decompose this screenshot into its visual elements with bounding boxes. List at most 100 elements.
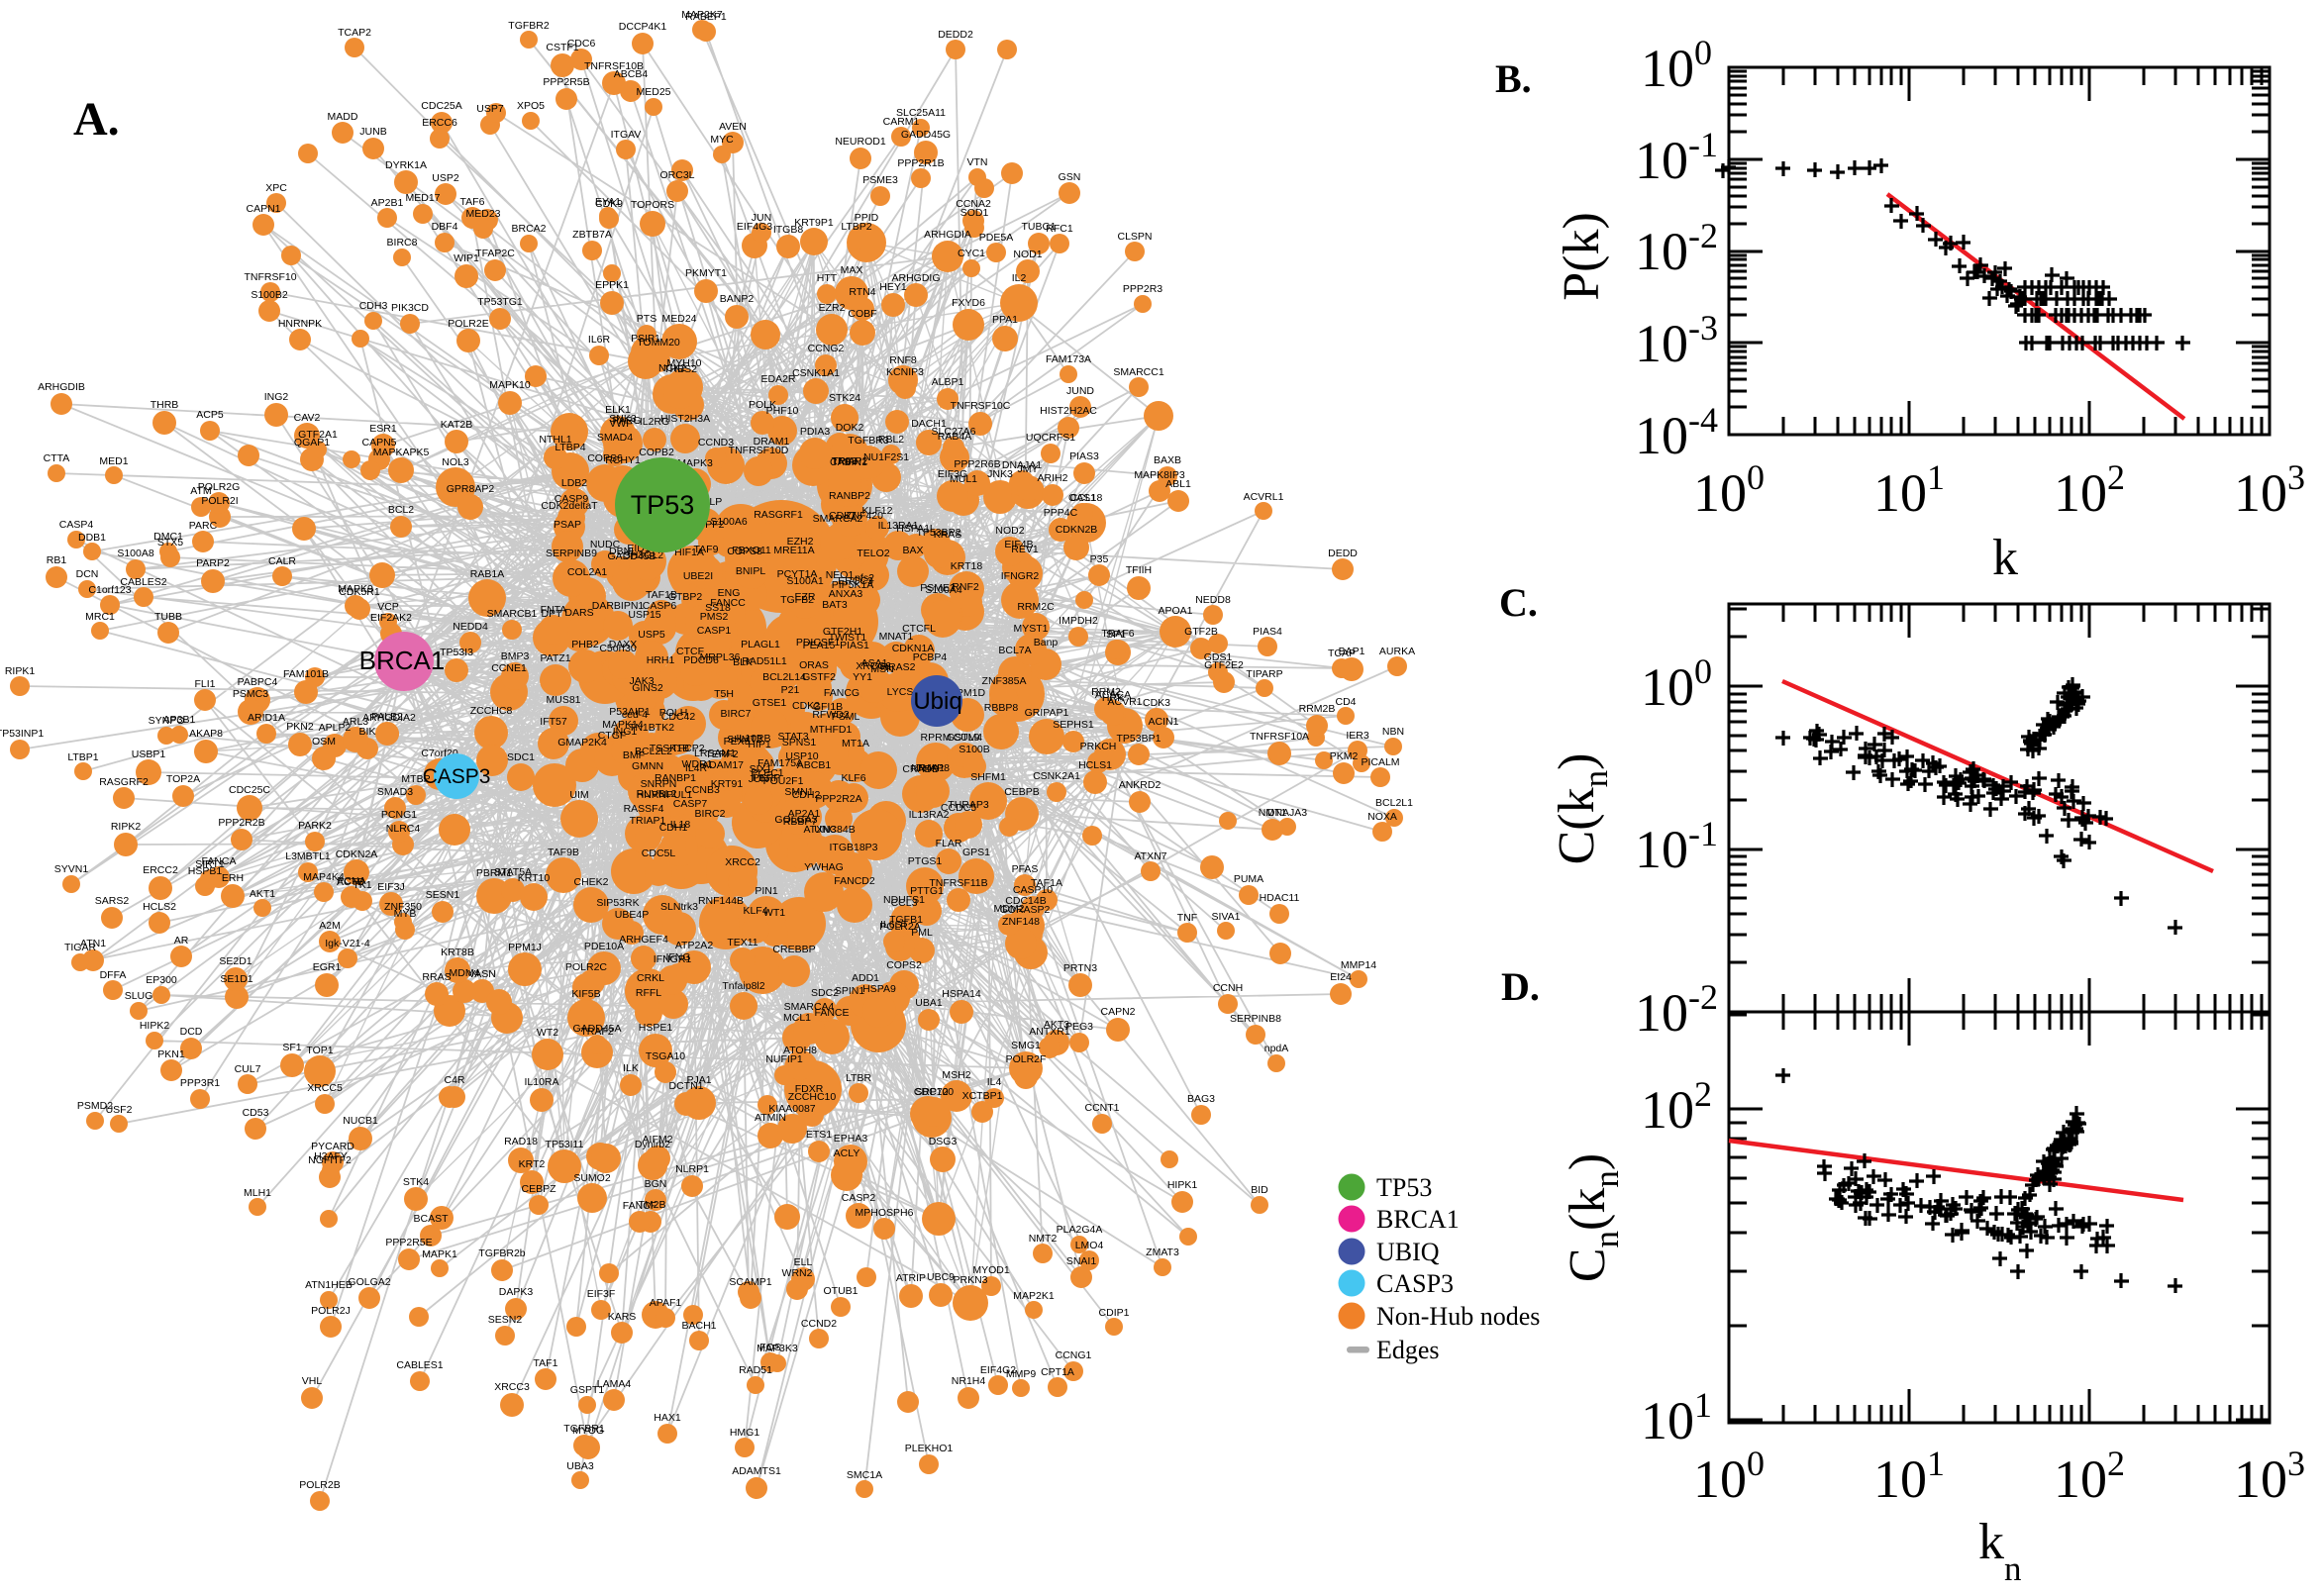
svg-text:KRT10: KRT10 (518, 872, 551, 884)
svg-text:FANCC: FANCC (710, 597, 746, 609)
svg-text:POLR2I: POLR2I (201, 495, 238, 507)
svg-text:PDCD6: PDCD6 (683, 654, 719, 666)
svg-text:XRCC2: XRCC2 (725, 856, 760, 868)
svg-text:PEG3: PEG3 (1065, 1021, 1093, 1033)
svg-text:USP2: USP2 (432, 172, 459, 184)
svg-text:SLC27A6: SLC27A6 (932, 426, 976, 438)
svg-text:SOD1: SOD1 (960, 207, 989, 219)
svg-text:SYVN1: SYVN1 (54, 863, 89, 875)
svg-text:IFNGR2: IFNGR2 (1001, 570, 1040, 582)
svg-text:CUL7: CUL7 (235, 1063, 261, 1075)
svg-text:D.: D. (1501, 964, 1540, 1009)
svg-text:HNRNPK: HNRNPK (278, 318, 322, 330)
svg-text:PBRM1: PBRM1 (476, 867, 512, 879)
svg-text:KRT2: KRT2 (519, 1158, 546, 1170)
svg-text:PSMC3: PSMC3 (233, 688, 268, 700)
svg-text:FLI1: FLI1 (194, 678, 215, 690)
svg-text:RBL2: RBL2 (878, 434, 904, 446)
svg-text:DNAJA3: DNAJA3 (1267, 807, 1307, 819)
svg-text:MSN: MSN (870, 663, 893, 675)
svg-text:TGFBR1: TGFBR1 (563, 1423, 605, 1435)
svg-text:TP63: TP63 (832, 455, 857, 467)
svg-text:PPID: PPID (855, 212, 879, 224)
svg-text:OAS1: OAS1 (1068, 492, 1096, 504)
svg-text:Ubiq: Ubiq (913, 688, 961, 715)
svg-text:RRM2B: RRM2B (1299, 703, 1336, 715)
svg-text:TP53TG1: TP53TG1 (477, 296, 523, 308)
svg-text:CASP6: CASP6 (643, 600, 677, 612)
svg-text:PERP: PERP (753, 772, 781, 784)
svg-text:XCTBP1: XCTBP1 (962, 1090, 1003, 1102)
svg-text:NEUROD1: NEUROD1 (835, 136, 886, 148)
svg-text:A2M: A2M (319, 920, 341, 932)
svg-text:BIRC2: BIRC2 (695, 808, 726, 820)
svg-text:COL2A1: COL2A1 (567, 566, 607, 578)
svg-text:COPB2: COPB2 (639, 447, 674, 458)
svg-text:TELO2: TELO2 (857, 548, 889, 559)
svg-text:Edges: Edges (1376, 1336, 1440, 1364)
svg-text:TRAF6: TRAF6 (1101, 628, 1134, 640)
svg-text:TAF1: TAF1 (534, 1357, 558, 1369)
svg-text:AIFM2: AIFM2 (643, 1134, 673, 1146)
svg-text:ARHGDIG: ARHGDIG (891, 272, 940, 284)
svg-text:UIM: UIM (569, 789, 588, 801)
svg-text:PARK2: PARK2 (298, 820, 332, 832)
svg-text:CTTA: CTTA (44, 452, 70, 464)
svg-text:ZCCHC8: ZCCHC8 (470, 705, 513, 717)
svg-text:DYRK1A: DYRK1A (385, 159, 427, 171)
svg-text:GADD45A: GADD45A (572, 1023, 621, 1035)
svg-text:NUCB1: NUCB1 (343, 1115, 378, 1127)
svg-text:FANCE: FANCE (814, 1007, 849, 1019)
svg-text:C4R: C4R (444, 1074, 464, 1086)
svg-text:APOA1: APOA1 (1158, 605, 1192, 617)
svg-text:ced-4: ced-4 (622, 709, 648, 721)
svg-text:PSAP: PSAP (554, 519, 581, 531)
svg-text:SMARCC1: SMARCC1 (1113, 366, 1164, 378)
svg-text:EYA1: EYA1 (595, 196, 621, 208)
svg-text:POLR2A: POLR2A (879, 921, 920, 933)
svg-text:PML: PML (911, 927, 933, 939)
svg-text:BCL2: BCL2 (388, 504, 414, 516)
svg-text:STAT5A: STAT5A (494, 866, 532, 878)
svg-text:CTCF: CTCF (676, 646, 704, 657)
svg-text:CCNG2: CCNG2 (808, 343, 845, 354)
svg-text:BIRC7: BIRC7 (721, 708, 752, 720)
svg-text:HSPA9: HSPA9 (862, 983, 896, 995)
svg-text:CDKN2A: CDKN2A (336, 848, 378, 860)
svg-text:MAP3K3: MAP3K3 (757, 1343, 798, 1354)
svg-text:EIF3G: EIF3G (938, 468, 967, 480)
svg-text:SP1: SP1 (1106, 629, 1126, 641)
svg-text:PDICSF1: PDICSF1 (796, 637, 841, 648)
svg-text:RIPK2: RIPK2 (111, 821, 142, 833)
svg-text:MRE11A: MRE11A (773, 545, 814, 556)
svg-text:ITGB18P3: ITGB18P3 (829, 842, 877, 853)
svg-text:DRAM1: DRAM1 (754, 436, 790, 448)
svg-text:ERCC2: ERCC2 (143, 864, 178, 876)
svg-text:DARS: DARS (564, 607, 593, 619)
svg-text:TRIAP1: TRIAP1 (630, 815, 666, 827)
svg-text:ALBP1: ALBP1 (932, 376, 964, 388)
svg-text:LTBP2: LTBP2 (841, 221, 871, 233)
svg-text:USP5: USP5 (638, 629, 665, 641)
svg-text:Tnfaip8l2: Tnfaip8l2 (722, 980, 764, 992)
svg-text:RNF8: RNF8 (889, 354, 917, 366)
svg-text:USP10: USP10 (785, 750, 818, 762)
svg-text:ITGB8: ITGB8 (773, 224, 804, 236)
svg-text:MYH10: MYH10 (666, 357, 701, 369)
svg-text:KRAS: KRAS (934, 529, 962, 541)
svg-text:TOP2A: TOP2A (166, 773, 200, 785)
svg-text:HIST2H3A: HIST2H3A (660, 413, 710, 425)
svg-text:LAMA4: LAMA4 (597, 1378, 632, 1390)
svg-text:FLAR: FLAR (936, 838, 962, 849)
svg-text:CCNB3: CCNB3 (684, 784, 720, 796)
svg-text:MUL1: MUL1 (950, 473, 977, 485)
svg-text:C.: C. (1499, 580, 1538, 625)
svg-text:SMAD4: SMAD4 (597, 432, 633, 444)
svg-text:EZR2: EZR2 (819, 302, 846, 314)
svg-text:A.: A. (73, 93, 120, 146)
svg-text:P53AIP1: P53AIP1 (609, 706, 651, 718)
svg-text:CDC5L: CDC5L (642, 848, 676, 859)
svg-text:TN1BTK2: TN1BTK2 (629, 722, 674, 734)
svg-text:VTN: VTN (967, 156, 988, 168)
svg-text:BMP3: BMP3 (501, 650, 530, 662)
